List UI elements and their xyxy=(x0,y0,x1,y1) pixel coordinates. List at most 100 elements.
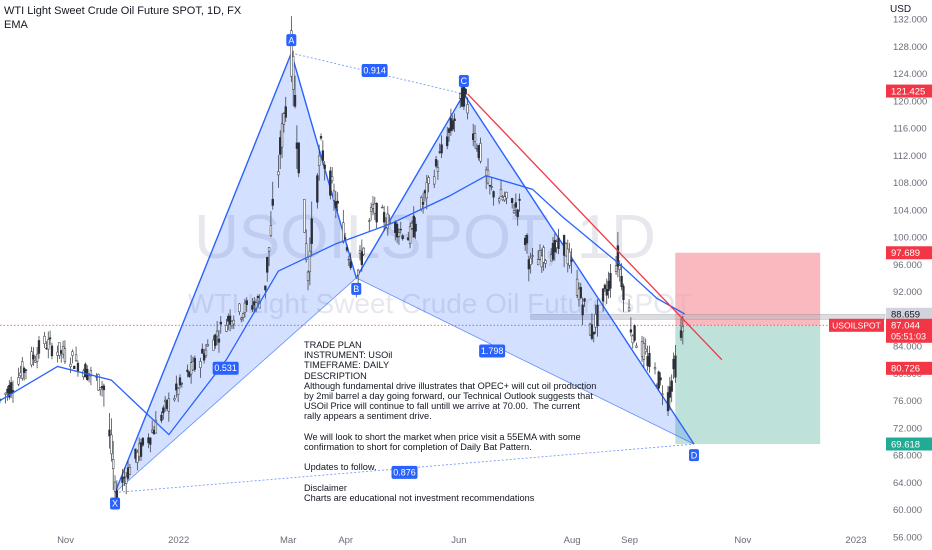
candle-body xyxy=(227,316,230,322)
candle-body xyxy=(603,284,607,290)
candle-body xyxy=(453,118,456,121)
indicator-label[interactable]: EMA xyxy=(4,19,28,31)
x-tick-label: 2023 xyxy=(845,535,866,546)
candle-body xyxy=(657,371,660,389)
candle-body xyxy=(562,234,566,256)
candle-body xyxy=(141,437,145,446)
candle-body xyxy=(614,265,618,272)
y-tick-label: 64.000 xyxy=(893,478,922,489)
candle-body xyxy=(82,370,85,378)
trade-plan-note[interactable]: TRADE PLAN INSTRUMENT: USOil TIMEFRAME: DA… xyxy=(304,340,604,503)
candle-body xyxy=(388,221,391,223)
candle-body xyxy=(414,223,417,232)
chart-header: WTI Light Sweet Crude Oil Future SPOT, 1… xyxy=(4,4,241,32)
candle-body xyxy=(531,255,534,257)
candle-body xyxy=(583,298,586,302)
candle-body xyxy=(332,190,336,201)
price-badge-label: 69.618 xyxy=(891,439,920,450)
candle-body xyxy=(115,490,119,499)
candle-body xyxy=(186,369,189,372)
candle-body xyxy=(592,331,595,335)
ratio-label: 0.531 xyxy=(214,363,237,373)
trade-plan-line: TIMEFRAME: DAILY xyxy=(304,360,390,371)
pattern-point-badge xyxy=(110,497,121,510)
candle-body xyxy=(48,337,52,340)
candle-body xyxy=(499,188,503,197)
pattern-point-badge xyxy=(688,449,699,462)
candle-body xyxy=(123,476,126,479)
candle-body xyxy=(668,386,672,398)
price-badge-label: 121.425 xyxy=(891,86,925,97)
y-tick-label: 76.000 xyxy=(893,396,922,407)
price-badge xyxy=(886,84,932,98)
candle-body xyxy=(375,202,378,223)
candle-body xyxy=(436,167,440,172)
candle-body xyxy=(243,302,247,313)
candle-body xyxy=(163,399,167,402)
candle-body xyxy=(356,269,360,276)
candle-body xyxy=(408,226,412,244)
y-tick-label: 60.000 xyxy=(893,505,922,516)
candle-body xyxy=(269,225,273,236)
candle-body xyxy=(410,222,414,229)
candle-body xyxy=(433,176,436,185)
candle-body xyxy=(640,341,644,357)
candle-body xyxy=(297,142,300,174)
trade-plan-line: Charts are educational not investment re… xyxy=(304,493,535,503)
candle-body xyxy=(310,218,313,244)
symbol-label: USOILSPOT xyxy=(832,321,881,331)
ratio-badge xyxy=(361,64,388,78)
candle-body xyxy=(63,348,67,362)
pattern-point-label: X xyxy=(112,499,118,509)
candle-body xyxy=(204,349,208,357)
candle-body xyxy=(460,87,464,107)
candle-body xyxy=(609,273,612,289)
y-tick-label: 104.000 xyxy=(893,205,927,216)
candle-body xyxy=(472,133,475,140)
candle-body xyxy=(438,151,441,153)
x-tick-label: Apr xyxy=(338,535,353,546)
candle-body xyxy=(607,280,610,291)
chart-title[interactable]: WTI Light Sweet Crude Oil Future SPOT, 1… xyxy=(4,5,242,17)
candle-body xyxy=(225,325,228,332)
candle-body xyxy=(420,197,423,210)
candle-body xyxy=(76,362,80,373)
candle-body xyxy=(421,201,425,205)
candle-body xyxy=(329,170,332,196)
y-tick-label: 124.000 xyxy=(893,69,927,80)
candle-body xyxy=(674,355,677,378)
y-tick-label: 56.000 xyxy=(893,532,922,543)
candle-body xyxy=(635,345,638,348)
candle-body xyxy=(24,369,28,371)
price-badge-label: 88.659 xyxy=(891,310,920,321)
candle-body xyxy=(618,265,621,270)
y-tick-label: 128.000 xyxy=(893,42,927,53)
candle-body xyxy=(112,459,115,470)
candle-body xyxy=(230,321,234,327)
candle-body xyxy=(627,307,631,312)
candle-body xyxy=(50,345,54,357)
pattern-connector xyxy=(356,277,695,445)
candle-body xyxy=(232,319,235,325)
candle-body xyxy=(386,213,389,229)
candle-body xyxy=(202,353,206,361)
candle-body xyxy=(451,120,454,130)
pattern-bcd-fill xyxy=(356,93,694,445)
y-tick-label: 112.000 xyxy=(893,151,927,162)
candle-body xyxy=(631,335,634,344)
candle-body xyxy=(343,237,347,239)
candle-body xyxy=(134,448,137,459)
candle-body xyxy=(214,334,217,346)
candle-body xyxy=(501,197,505,201)
x-tick-label: 2022 xyxy=(168,535,189,546)
bar-countdown: 05:51:03 xyxy=(891,331,926,341)
x-tick-label: Nov xyxy=(57,535,74,546)
candle-body xyxy=(394,221,397,233)
candle-body xyxy=(633,325,636,341)
candle-body xyxy=(295,142,299,149)
candle-body xyxy=(575,278,579,296)
candle-body xyxy=(555,241,558,248)
candle-body xyxy=(447,128,451,133)
candle-body xyxy=(56,351,59,356)
